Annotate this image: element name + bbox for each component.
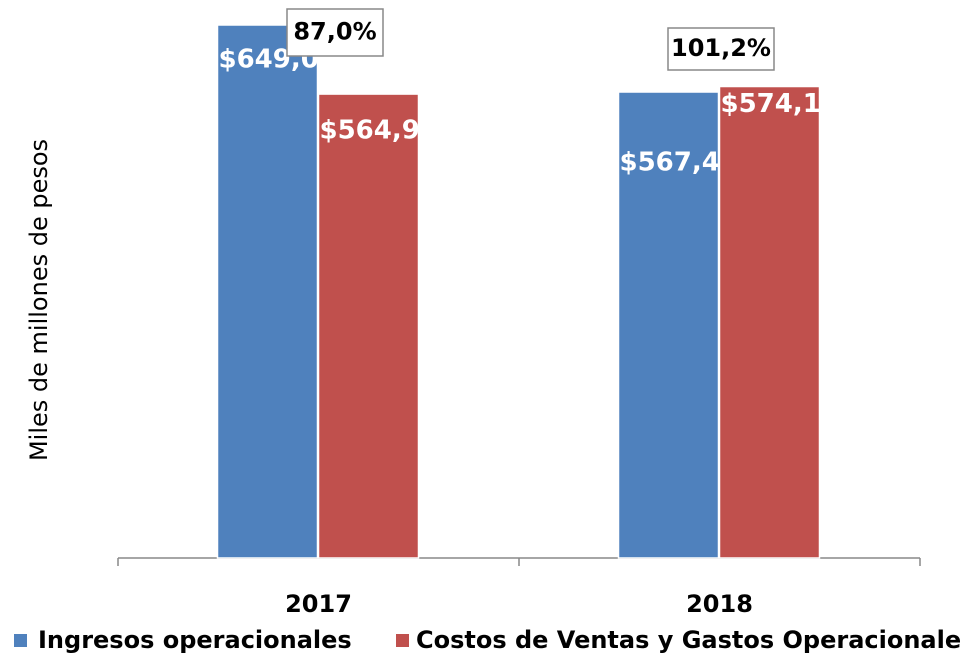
bar <box>617 91 720 559</box>
data-label: $567,4 <box>620 148 720 178</box>
legend-label: Ingresos operacionales <box>38 626 352 654</box>
data-label: $564,9 <box>320 116 420 146</box>
legend-label: Costos de Ventas y Gastos Operacionales <box>416 626 962 654</box>
annotation: 101,2% <box>671 34 771 62</box>
bar <box>317 93 420 559</box>
annotation: 87,0% <box>293 18 376 46</box>
data-label: $574,1 <box>721 89 821 119</box>
x-tick-label: 2017 <box>285 590 352 618</box>
annotation-box <box>286 8 384 57</box>
legend-swatch <box>396 634 409 647</box>
x-tick-label: 2018 <box>686 590 753 618</box>
bar <box>718 85 821 559</box>
y-axis-label: Miles de millones de pesos <box>25 139 53 461</box>
annotation-box <box>667 27 775 71</box>
bar <box>216 24 319 559</box>
legend-swatch <box>14 634 27 647</box>
